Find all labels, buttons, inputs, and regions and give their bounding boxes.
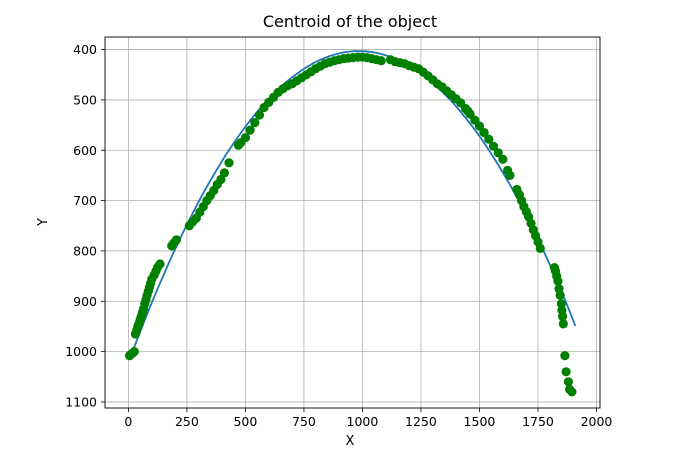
- data-point: [563, 377, 574, 387]
- data-point: [555, 290, 565, 300]
- fit-curve: [132, 50, 577, 351]
- data-point: [560, 351, 570, 361]
- data-point: [155, 259, 165, 269]
- x-tick-label: 750: [292, 414, 316, 429]
- x-tick-label: 500: [233, 414, 257, 429]
- x-axis-label: X: [346, 434, 355, 449]
- data-point: [240, 133, 250, 143]
- plot-border: [104, 36, 601, 409]
- data-point: [558, 311, 568, 321]
- y-tick-label: 900: [73, 294, 97, 309]
- y-tick-label: 400: [73, 42, 97, 57]
- y-tick-label: 600: [73, 143, 97, 158]
- data-point: [561, 367, 571, 377]
- data-point: [498, 154, 508, 164]
- y-tick-label: 1000: [65, 344, 97, 359]
- data-point: [479, 128, 489, 138]
- x-tick-label: 250: [175, 414, 199, 429]
- x-tick-label: 1750: [522, 414, 554, 429]
- chart-title: Centroid of the object: [263, 12, 437, 31]
- axes-frame: [104, 36, 601, 409]
- x-tick-label: 0: [124, 414, 132, 429]
- y-axis-label: Y: [36, 218, 51, 227]
- scatter-points: [125, 52, 577, 397]
- data-point: [484, 134, 494, 144]
- x-tick-label: 2000: [581, 414, 613, 429]
- y-tick-label: 700: [73, 193, 97, 208]
- data-point: [488, 141, 499, 151]
- data-point: [474, 121, 485, 131]
- data-point: [224, 158, 234, 168]
- fit-line-layer: [132, 50, 577, 351]
- x-axis-ticks: 0 250 500 750 1000 1250 1500 1750 2000: [124, 408, 612, 429]
- x-tick-label: 1500: [464, 414, 496, 429]
- data-point: [505, 170, 515, 180]
- data-point: [493, 148, 503, 158]
- data-point: [250, 118, 260, 128]
- y-axis-ticks: 400 500 600 700 800 900 1000 1100: [65, 42, 105, 409]
- x-tick-label: 1250: [405, 414, 437, 429]
- y-tick-label: 1100: [65, 394, 97, 409]
- data-point: [553, 276, 563, 286]
- data-point: [129, 347, 139, 357]
- data-point: [535, 243, 545, 253]
- data-point: [245, 125, 255, 135]
- data-point: [567, 387, 577, 397]
- data-point: [254, 110, 265, 120]
- data-point: [376, 56, 386, 66]
- data-point: [219, 168, 229, 178]
- data-point: [558, 319, 568, 329]
- y-tick-label: 800: [73, 243, 97, 258]
- data-point: [171, 235, 181, 245]
- y-tick-label: 500: [73, 92, 97, 107]
- x-tick-label: 1000: [347, 414, 379, 429]
